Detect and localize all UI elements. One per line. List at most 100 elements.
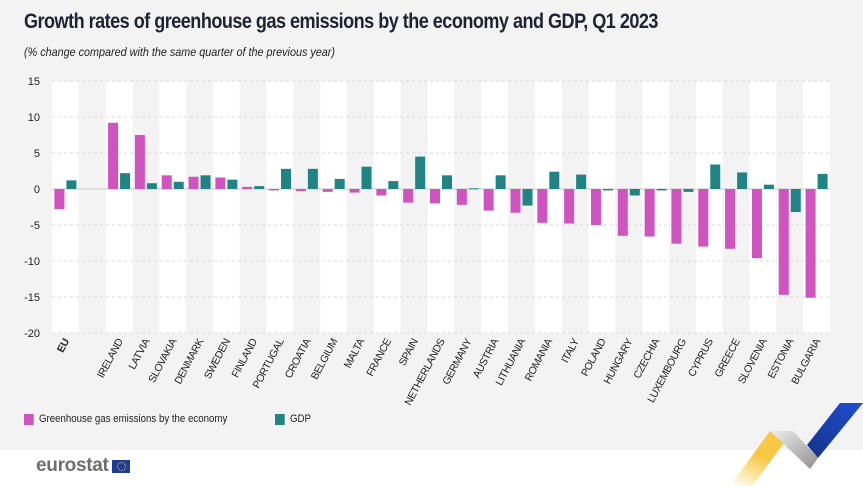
category-band (186, 81, 213, 333)
bar-ghg (456, 189, 467, 205)
y-tick-label: -20 (24, 328, 40, 340)
bar-ghg (134, 135, 145, 189)
bar-gdp (737, 172, 748, 189)
legend-label-gdp: GDP (289, 413, 311, 425)
category-band (159, 81, 187, 333)
x-tick-label: FRANCE (364, 336, 394, 378)
category-band (454, 81, 482, 333)
footer (0, 450, 863, 486)
x-tick-label: ITALY (559, 336, 582, 365)
category-band (105, 81, 133, 333)
bar-ghg (322, 189, 333, 192)
category-band (132, 81, 160, 333)
bar-gdp (817, 173, 828, 189)
bar-ghg (751, 189, 762, 259)
bar-ghg (564, 189, 575, 224)
chart-subtitle: (% change compared with the same quarter… (24, 45, 335, 59)
eurostat-logo: eurostat (36, 455, 130, 477)
bar-ghg (430, 189, 440, 204)
bar-ghg (215, 177, 226, 189)
bar-ghg (725, 189, 736, 249)
bar-ghg (805, 189, 816, 298)
bar-ghg (778, 189, 789, 295)
bar-gdp (656, 189, 667, 191)
legend: Greenhouse gas emissions by the economy … (24, 413, 336, 425)
y-tick-label: 0 (34, 184, 40, 196)
bar-ghg (54, 189, 65, 210)
bar-ghg (269, 189, 280, 191)
bar-ghg (510, 189, 521, 213)
category-band (78, 81, 106, 333)
bar-ghg (483, 189, 494, 211)
x-tick-label: MALTA (342, 336, 368, 370)
category-band (293, 81, 321, 333)
bar-gdp (361, 166, 372, 189)
bar-ghg (403, 189, 414, 203)
bar-gdp (281, 168, 292, 189)
bar-gdp (602, 189, 613, 191)
y-tick-label: 10 (28, 112, 40, 124)
bar-ghg (617, 189, 628, 236)
bar-ghg (671, 189, 682, 244)
bar-ghg (108, 122, 119, 189)
bar-gdp (254, 186, 265, 189)
legend-item-ghg: Greenhouse gas emissions by the economy (24, 413, 227, 425)
bar-gdp (388, 181, 399, 189)
y-tick-label: -15 (24, 292, 40, 304)
y-tick-label: -5 (30, 220, 40, 232)
bar-ghg (161, 175, 172, 189)
bar-ghg (698, 189, 709, 247)
bar-ghg (188, 176, 199, 189)
bar-gdp (468, 188, 479, 190)
bar-gdp (790, 189, 801, 213)
bar-gdp (66, 180, 77, 189)
y-tick-label: 15 (28, 76, 40, 88)
bar-gdp (549, 171, 560, 189)
bar-gdp (173, 181, 184, 189)
bar-gdp (146, 183, 157, 189)
x-tick-label: BELGIUM (309, 337, 340, 382)
bar-ghg (349, 189, 360, 193)
category-band (239, 81, 267, 333)
bar-ghg (537, 189, 548, 223)
x-tick-label: SPAIN (397, 337, 421, 368)
x-tick-label: LATVIA (126, 336, 152, 371)
bar-gdp (576, 174, 587, 189)
bar-gdp (120, 173, 131, 189)
bar-ghg (376, 189, 387, 196)
bar-ghg (242, 186, 253, 189)
legend-label-ghg: Greenhouse gas emissions by the economy (38, 413, 228, 425)
x-tick-label: EU (55, 337, 72, 355)
bar-gdp (334, 178, 345, 189)
x-tick-label: CYPRUS (686, 336, 716, 379)
bar-ghg (644, 189, 655, 237)
x-tick-label: POLAND (579, 336, 609, 378)
x-tick-label: FINLAND (229, 336, 260, 380)
category-band (427, 81, 455, 333)
chart-title: Growth rates of greenhouse gas emissions… (24, 10, 658, 33)
y-tick-label: -10 (24, 256, 40, 268)
bar-gdp (629, 189, 640, 196)
legend-item-gdp: GDP (275, 413, 311, 425)
bar-gdp (307, 168, 318, 189)
bar-gdp (683, 189, 694, 192)
y-tick-label: 5 (34, 148, 40, 160)
category-band (320, 81, 348, 333)
decorative-ribbon-icon (730, 403, 863, 486)
category-band (373, 81, 401, 333)
bar-gdp (522, 189, 533, 206)
category-band (212, 81, 240, 333)
bar-ghg (590, 189, 601, 225)
bar-gdp (227, 179, 238, 189)
bar-gdp (442, 175, 452, 189)
eu-flag-icon (111, 459, 130, 473)
logo-text: eurostat (36, 455, 109, 476)
bar-gdp (495, 175, 506, 189)
legend-swatch-ghg (24, 413, 34, 425)
bar-gdp (200, 175, 211, 189)
bar-gdp (763, 184, 774, 189)
bar-gdp (710, 164, 721, 189)
bar-gdp (415, 156, 426, 189)
category-band (266, 81, 294, 333)
